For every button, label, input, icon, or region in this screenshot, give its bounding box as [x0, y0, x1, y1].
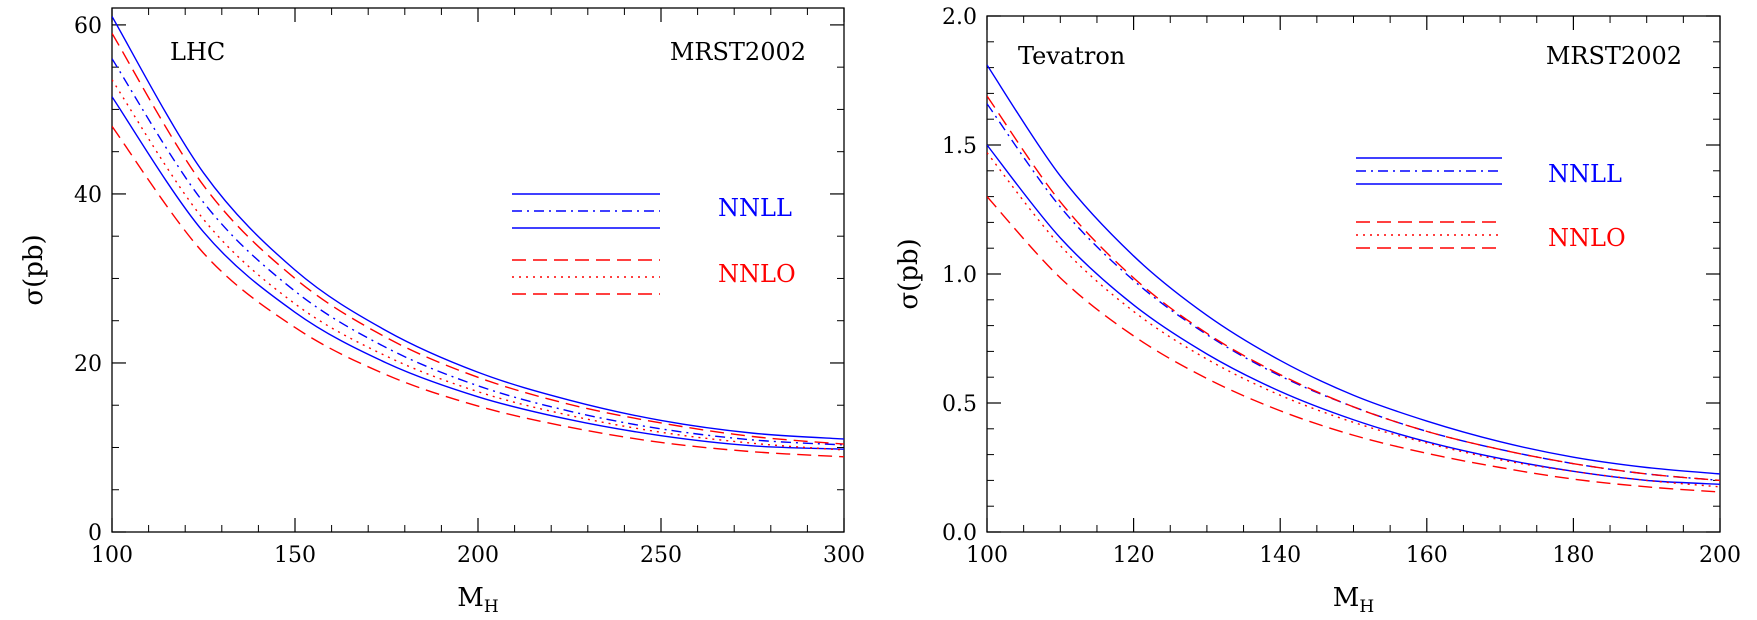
y-tick-label: 1.5: [942, 134, 977, 159]
x-axis-title: MH: [457, 583, 498, 617]
pdf-set-label: MRST2002: [670, 38, 806, 66]
y-tick-label: 40: [74, 183, 102, 208]
x-tick-label: 160: [1406, 543, 1448, 568]
series-line-nnlo-dashed-3: [112, 32, 844, 445]
panel-lhc: 100 150 200 250 300 0 20 40 60 MH σ(pb) LHC MRST2002…: [19, 7, 865, 617]
series-line-nnlo-dashed-5: [987, 196, 1720, 493]
x-tick-label: 250: [640, 543, 682, 568]
legend-label-nnll: NNLL: [1548, 160, 1622, 188]
curves: [987, 64, 1720, 493]
series-line-nnll-solid-0: [112, 16, 844, 440]
x-axis-title: MH: [1333, 583, 1374, 617]
pdf-set-label: MRST2002: [1546, 42, 1682, 70]
series-line-nnll-solid-0: [987, 64, 1720, 475]
series-line-nnlo-dashed-5: [112, 125, 844, 458]
y-axis-title: σ(pb): [19, 234, 49, 305]
y-tick-label: 60: [74, 14, 102, 39]
y-tick-label: 1.0: [942, 263, 977, 288]
legend-label-nnlo: NNLO: [718, 260, 796, 288]
series-line-nnlo-dotted-4: [987, 152, 1720, 488]
legend-label-nnlo: NNLO: [1548, 224, 1626, 252]
collider-label: Tevatron: [1018, 42, 1125, 70]
y-tick-label: 20: [74, 352, 102, 377]
series-line-nnlo-dashed-3: [987, 95, 1720, 482]
series-line-nnll-solid-2: [987, 144, 1720, 485]
curves: [112, 16, 844, 458]
series-line-nnll-solid-2: [112, 96, 844, 450]
x-tick-label: 150: [274, 543, 316, 568]
panel-tevatron: 100 120 140 160 180 200 0.0 0.5 1.0 1.5 2.0 MH σ(pb)…: [894, 5, 1741, 617]
x-tick-label: 100: [966, 543, 1008, 568]
x-tick-label: 180: [1552, 543, 1594, 568]
x-tick-label: 300: [823, 543, 865, 568]
y-tick-label: 0: [88, 521, 102, 546]
y-tick-label: 2.0: [942, 5, 977, 30]
legend-label-nnll: NNLL: [718, 194, 792, 222]
y-tick-label: 0.5: [942, 392, 977, 417]
series-line-nnlo-dotted-4: [112, 79, 844, 451]
y-axis-title: σ(pb): [894, 238, 924, 309]
collider-label: LHC: [170, 38, 225, 66]
y-tick-label: 0.0: [942, 521, 977, 546]
x-tick-label: 120: [1113, 543, 1155, 568]
x-tick-label: 140: [1259, 543, 1301, 568]
x-tick-label: 100: [91, 543, 133, 568]
x-tick-label: 200: [1699, 543, 1741, 568]
x-tick-label: 200: [457, 543, 499, 568]
